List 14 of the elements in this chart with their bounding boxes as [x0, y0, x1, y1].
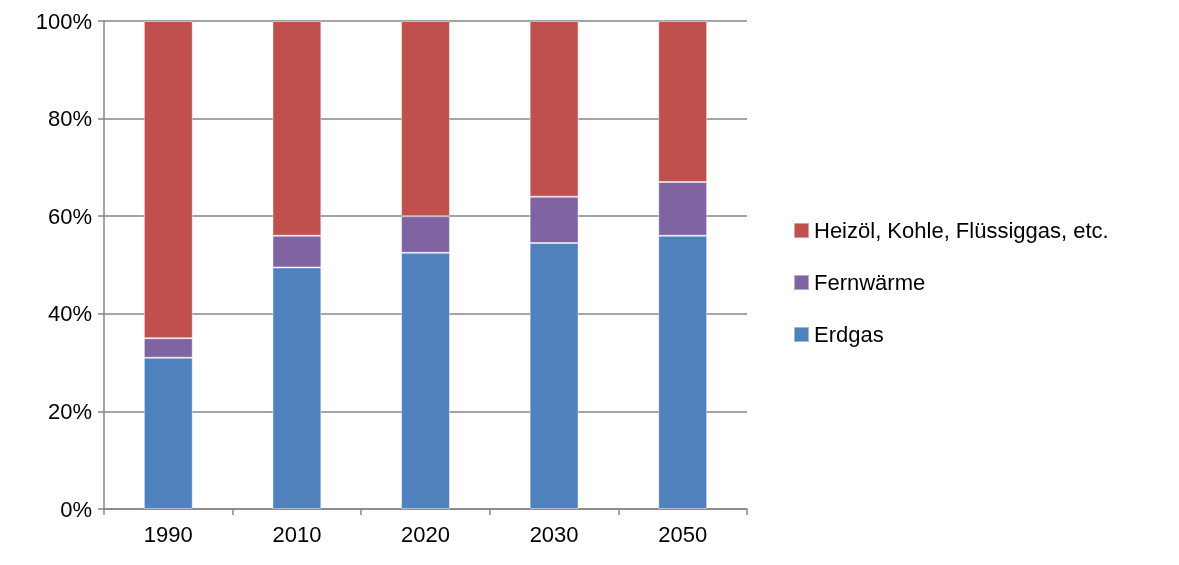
y-tick-label: 40%	[47, 301, 92, 327]
x-tick-label: 2010	[272, 521, 322, 547]
legend-label: Heizöl, Kohle, Flüssiggas, etc.	[814, 218, 1109, 243]
y-tick-label: 80%	[47, 106, 92, 132]
legend-label: Fernwärme	[814, 270, 926, 295]
x-tick-label: 1990	[143, 521, 193, 547]
x-tick-label: 2050	[658, 521, 708, 547]
y-tick-label: 20%	[47, 398, 92, 424]
x-tick-label: 2020	[401, 521, 450, 547]
y-tick-label: 100%	[35, 8, 92, 34]
y-tick-label: 60%	[47, 203, 92, 229]
legend-label: Erdgas	[814, 322, 884, 347]
x-tick-label: 2030	[529, 521, 579, 547]
y-tick-label: 0%	[60, 496, 92, 522]
